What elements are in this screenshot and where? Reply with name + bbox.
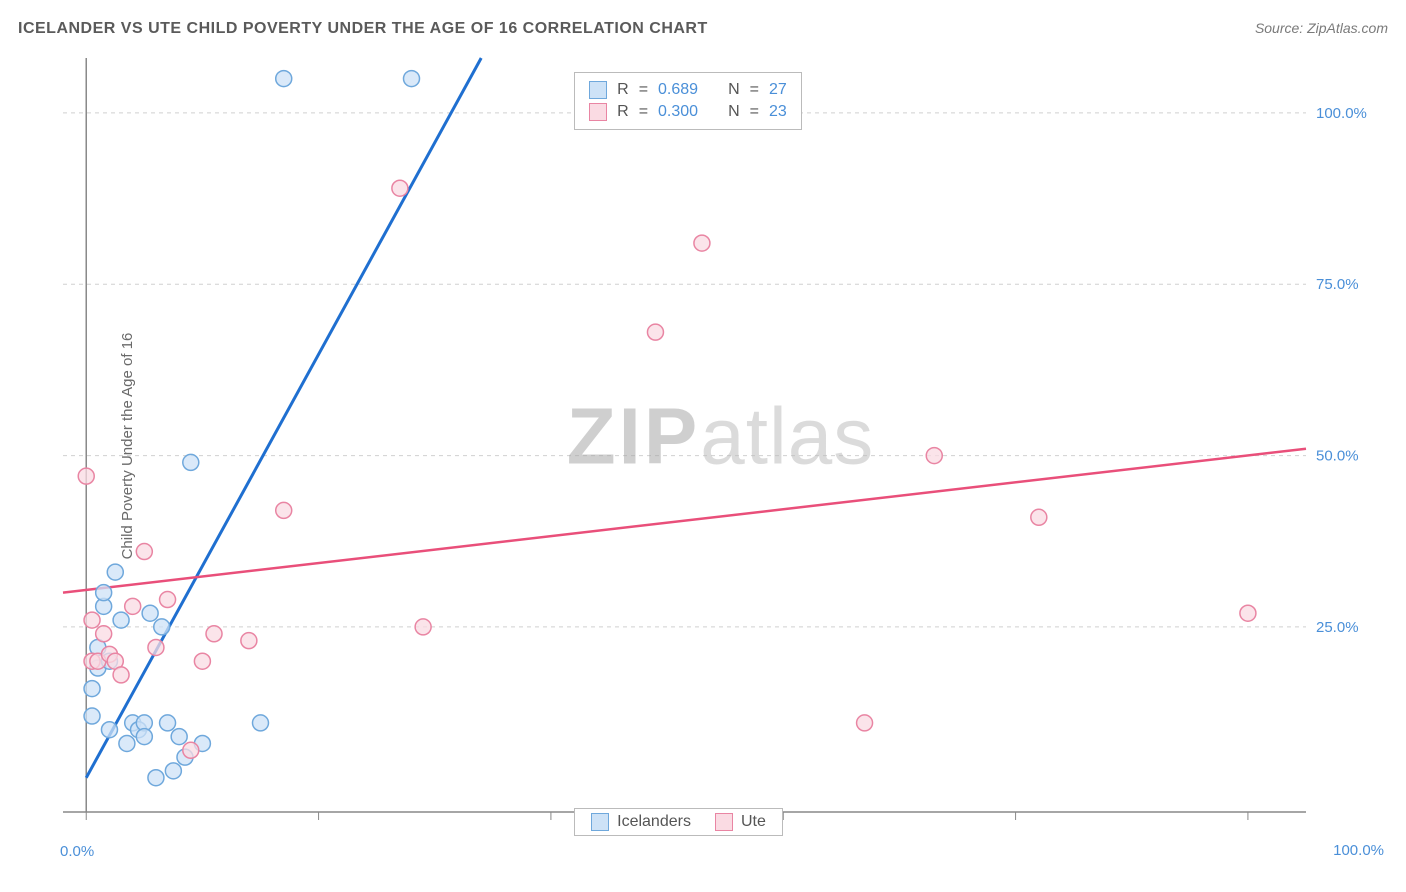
correlation-legend: R = 0.689 N = 27 R = 0.300 N = 23 — [574, 72, 802, 130]
scatter-plot: 25.0% 50.0% 75.0% 100.0% — [55, 50, 1386, 832]
title-bar: ICELANDER VS UTE CHILD POVERTY UNDER THE… — [18, 20, 1388, 38]
series-legend: Icelanders Ute — [574, 808, 783, 836]
source-label: Source: ZipAtlas.com — [1255, 20, 1388, 36]
svg-text:75.0%: 75.0% — [1316, 276, 1359, 293]
legend-r-label: R — [617, 81, 629, 99]
x-tick-min: 0.0% — [60, 843, 94, 860]
legend-n-value: 23 — [769, 103, 787, 121]
legend-swatch — [715, 813, 733, 831]
svg-text:50.0%: 50.0% — [1316, 448, 1359, 465]
legend-item-icelanders: Icelanders — [591, 813, 691, 831]
legend-r-value: 0.689 — [658, 81, 698, 99]
legend-r-value: 0.300 — [658, 103, 698, 121]
data-points — [78, 71, 1256, 786]
y-tick-labels: 25.0% 50.0% 75.0% 100.0% — [1316, 105, 1367, 636]
legend-eq: = — [750, 103, 759, 121]
legend-n-value: 27 — [769, 81, 787, 99]
legend-row: R = 0.689 N = 27 — [589, 79, 787, 101]
legend-swatch — [589, 103, 607, 121]
legend-swatch — [591, 813, 609, 831]
legend-label: Icelanders — [617, 813, 691, 831]
svg-text:100.0%: 100.0% — [1316, 105, 1367, 122]
svg-text:25.0%: 25.0% — [1316, 619, 1359, 636]
legend-eq: = — [639, 103, 648, 121]
x-tick-max: 100.0% — [1333, 842, 1384, 860]
axes — [63, 58, 1306, 820]
chart-title: ICELANDER VS UTE CHILD POVERTY UNDER THE… — [18, 20, 708, 38]
legend-item-ute: Ute — [715, 813, 766, 831]
gridlines — [63, 113, 1306, 627]
legend-n-label: N — [728, 103, 740, 121]
legend-eq: = — [750, 81, 759, 99]
legend-r-label: R — [617, 103, 629, 121]
legend-row: R = 0.300 N = 23 — [589, 101, 787, 123]
legend-eq: = — [639, 81, 648, 99]
legend-n-label: N — [728, 81, 740, 99]
trend-lines — [63, 58, 1306, 778]
legend-swatch — [589, 81, 607, 99]
legend-label: Ute — [741, 813, 766, 831]
plot-area: ZIPatlas 25.0%50.0%75.0%100.0% R=0.689N=… — [55, 50, 1386, 832]
